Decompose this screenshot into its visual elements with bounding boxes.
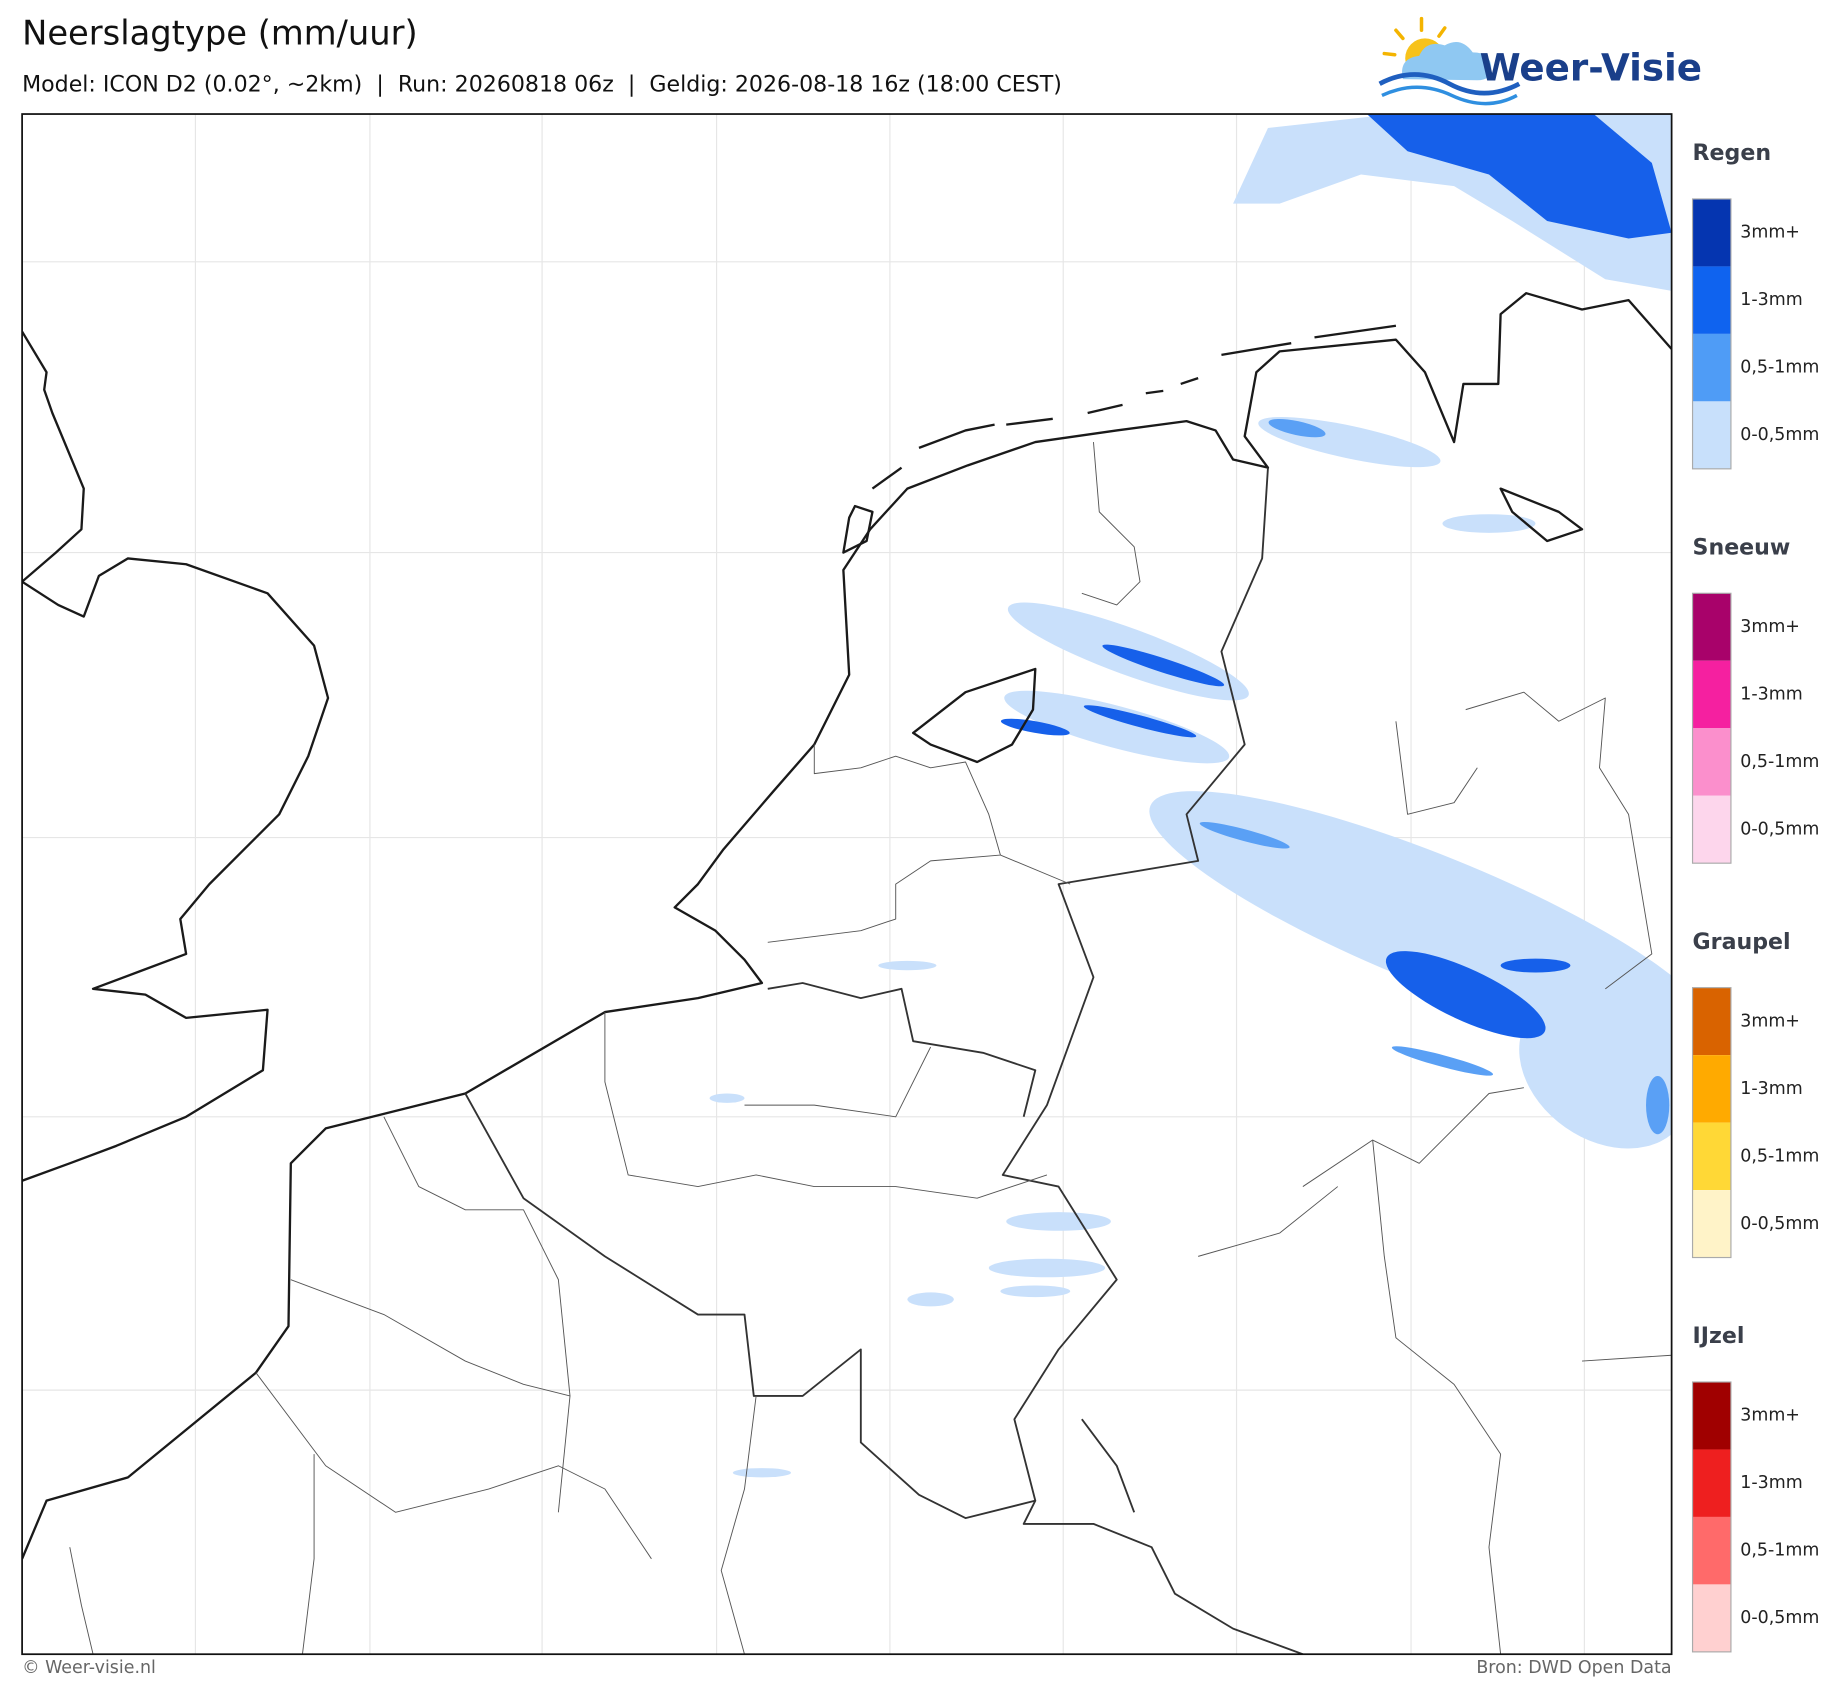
legend-label: 0,5-1mm: [1740, 358, 1819, 378]
precipitation: [709, 114, 1672, 1478]
logo-text: Weer-Visie: [1480, 45, 1702, 89]
legend-swatch: [1692, 1190, 1731, 1258]
legend-bar-frame: [1691, 987, 1732, 1259]
legend-bar-frame: [1691, 198, 1732, 470]
legend-label: 1-3mm: [1740, 685, 1802, 705]
country-borders: [464, 467, 1304, 1655]
legend-bar-frame: [1691, 1381, 1732, 1653]
legend-label: 1-3mm: [1740, 1079, 1802, 1099]
legend-swatch: [1692, 1584, 1731, 1652]
legend-swatch: [1692, 987, 1731, 1056]
legend-swatch: [1692, 1122, 1731, 1191]
legend: Regen 3mm+ 1-3mm 0,5-1mm 0-0,5mm Sneeuw 3mm+ 1-…: [1691, 140, 1819, 1653]
legend-swatch: [1692, 795, 1731, 864]
legend-title: Graupel: [1693, 929, 1791, 955]
legend-title: Sneeuw: [1693, 534, 1791, 560]
legend-label: 0-0,5mm: [1740, 1214, 1819, 1234]
legend-swatch: [1692, 1055, 1731, 1123]
legend-swatch: [1692, 1382, 1731, 1450]
legend-label: 1-3mm: [1740, 290, 1802, 310]
legend-swatch: [1692, 660, 1731, 729]
coastlines: [22, 292, 1672, 1560]
legend-bar-frame: [1691, 592, 1732, 864]
legend-swatch: [1692, 593, 1731, 661]
legend-label: 3mm+: [1740, 617, 1800, 637]
legend-label: 0-0,5mm: [1740, 819, 1819, 839]
footer-source: Bron: DWD Open Data: [1476, 1658, 1671, 1678]
legend-label: 3mm+: [1740, 223, 1800, 243]
legend-swatch: [1692, 266, 1731, 334]
legend-label: 0-0,5mm: [1740, 425, 1819, 445]
legend-label: 0,5-1mm: [1740, 1541, 1819, 1561]
footer-credit: © Weer-visie.nl: [22, 1658, 156, 1678]
region-borders: [69, 442, 1672, 1655]
legend-swatch: [1692, 333, 1731, 402]
legend-swatch: [1692, 1449, 1731, 1517]
legend-title: IJzel: [1693, 1323, 1745, 1349]
map-frame: [21, 113, 1673, 1656]
legend-title: Regen: [1693, 140, 1772, 166]
legend-label: 3mm+: [1740, 1011, 1800, 1031]
legend-label: 3mm+: [1740, 1406, 1800, 1426]
title: Neerslagtype (mm/uur): [22, 13, 418, 52]
legend-label: 0-0,5mm: [1740, 1608, 1819, 1628]
legend-label: 0,5-1mm: [1740, 1146, 1819, 1166]
legend-swatch: [1692, 198, 1731, 267]
legend-swatch: [1692, 1516, 1731, 1585]
legend-label: 0,5-1mm: [1740, 752, 1819, 772]
legend-label: 1-3mm: [1740, 1473, 1802, 1493]
subtitle: Model: ICON D2 (0.02°, ~2km) | Run: 2026…: [22, 71, 1062, 97]
legend-swatch: [1692, 728, 1731, 796]
logo: Weer-Visie: [1378, 16, 1702, 106]
legend-swatch: [1692, 401, 1731, 469]
map: [22, 114, 1672, 1655]
